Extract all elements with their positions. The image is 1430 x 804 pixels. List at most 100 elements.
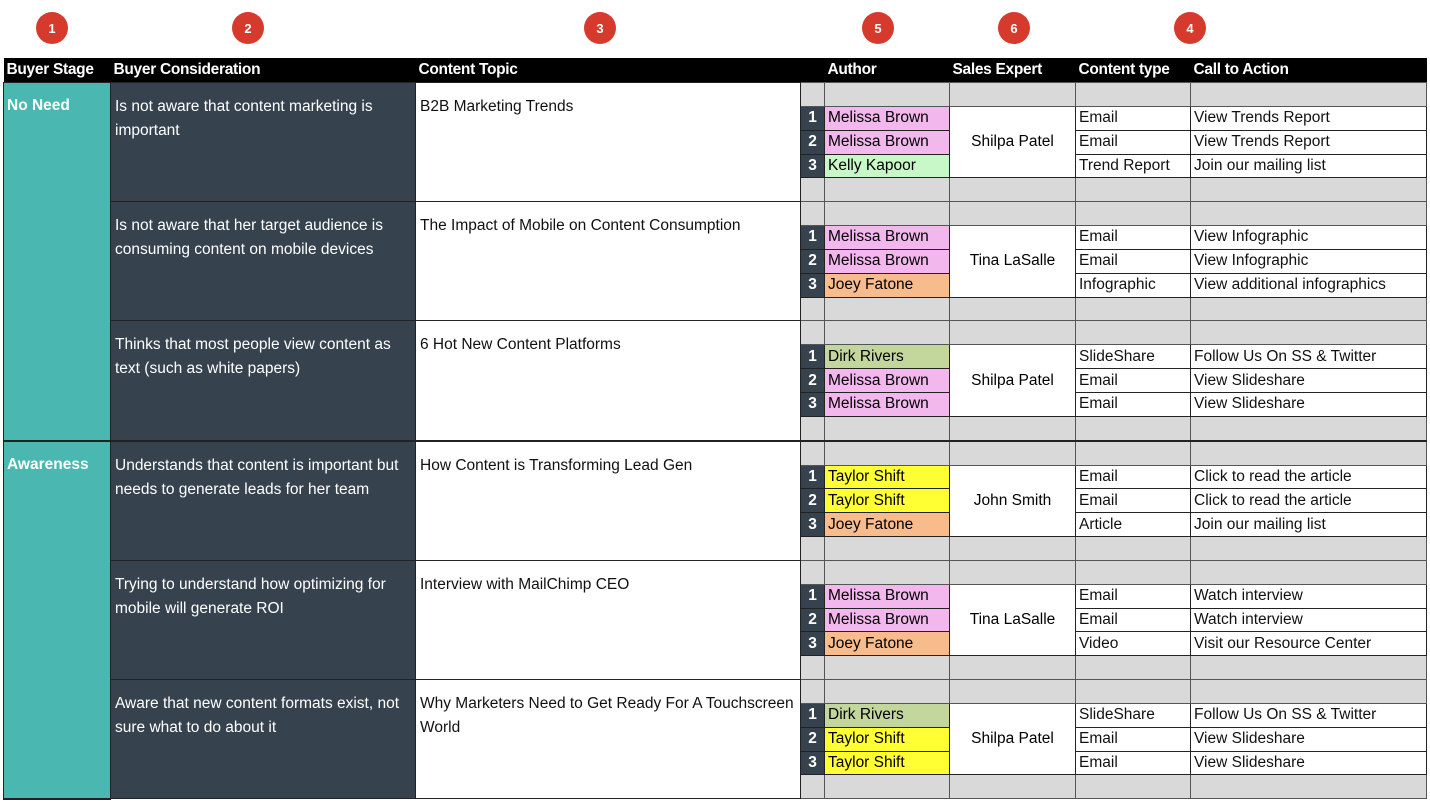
sales-expert-empty	[949, 82, 1076, 107]
header-call-to-action: Call to Action	[1190, 58, 1427, 83]
content-type: Email	[1075, 225, 1191, 250]
call-to-action-empty	[1190, 774, 1427, 800]
step-badge: 4	[1174, 12, 1206, 44]
sales-expert-empty	[949, 177, 1076, 203]
content-type-empty	[1075, 439, 1191, 466]
table-row	[4, 415, 1427, 442]
content-topic: The Impact of Mobile on Content Consumpt…	[415, 201, 801, 322]
step-number: 3	[800, 750, 825, 776]
table-row	[4, 296, 1427, 322]
author: Dirk Rivers	[824, 344, 950, 370]
table-row: 1 Melissa Brown Shilpa Patel Email View Tren…	[4, 105, 1427, 179]
content-type: Email	[1075, 248, 1191, 274]
header-buyer-stage: Buyer Stage	[3, 58, 111, 83]
number-empty	[800, 559, 825, 585]
number-empty	[800, 655, 825, 681]
author: Melissa Brown	[824, 248, 950, 274]
author: Taylor Shift	[824, 750, 950, 776]
author-empty	[824, 439, 950, 466]
author-empty	[824, 559, 950, 585]
author: Kelly Kapoor	[824, 153, 950, 179]
call-to-action: Join our mailing list	[1190, 153, 1427, 179]
author-empty	[824, 415, 950, 442]
table-row: 1 Melissa Brown Tina LaSalle Email Watch int…	[4, 583, 1427, 657]
step-number: 3	[800, 391, 825, 417]
content-type: SlideShare	[1075, 344, 1191, 370]
sales-expert: Tina LaSalle	[949, 225, 1076, 298]
table-row: Thinks that most people view content as …	[4, 320, 1427, 442]
author-empty	[824, 655, 950, 681]
table-row: 3 Taylor Shift Email View Slideshare	[4, 750, 1427, 776]
content-type-empty	[1075, 536, 1191, 561]
table-row	[4, 536, 1427, 561]
author: Dirk Rivers	[824, 702, 950, 728]
sales-expert: Shilpa Patel	[949, 702, 1076, 776]
call-to-action-empty	[1190, 82, 1427, 107]
number-empty	[800, 296, 825, 322]
table-row: 2 Melissa Brown Email Watch interview	[4, 607, 1427, 633]
author: Taylor Shift	[824, 464, 950, 490]
table-row: 1 Taylor Shift John Smith Email Click to rea…	[4, 464, 1427, 538]
number-empty	[800, 177, 825, 203]
author: Melissa Brown	[824, 129, 950, 155]
content-type-empty	[1075, 774, 1191, 800]
author: Melissa Brown	[824, 225, 950, 250]
content-type: Email	[1075, 726, 1191, 752]
call-to-action-empty	[1190, 536, 1427, 561]
sales-expert-empty	[949, 679, 1076, 704]
content-type-empty	[1075, 201, 1191, 227]
content-type-empty	[1075, 679, 1191, 704]
header-author: Author	[824, 58, 950, 83]
author: Melissa Brown	[824, 368, 950, 393]
content-topic: B2B Marketing Trends	[415, 81, 801, 203]
content-type: Email	[1075, 583, 1191, 609]
call-to-action: View Infographic	[1190, 248, 1427, 274]
sales-expert-empty	[949, 536, 1076, 561]
call-to-action: View Trends Report	[1190, 129, 1427, 155]
content-type: SlideShare	[1075, 702, 1191, 728]
call-to-action: Click to read the article	[1190, 464, 1427, 490]
step-number: 1	[800, 344, 825, 370]
author: Melissa Brown	[824, 607, 950, 633]
table-row: 3 Joey Fatone Infographic View additional i…	[4, 272, 1427, 298]
call-to-action: Join our mailing list	[1190, 512, 1427, 538]
table-row: Is not aware that her target audience is…	[4, 201, 1427, 322]
step-number: 1	[800, 702, 825, 728]
number-empty	[800, 201, 825, 227]
content-topic: How Content is Transforming Lead Gen	[415, 439, 801, 561]
call-to-action-empty	[1190, 439, 1427, 466]
table-row: 1 Dirk Rivers Shilpa Patel SlideShare Follow…	[4, 344, 1427, 417]
call-to-action: View additional infographics	[1190, 272, 1427, 298]
table-row: Aware that new content formats exist, no…	[4, 679, 1427, 800]
call-to-action-empty	[1190, 415, 1427, 442]
call-to-action: View Slideshare	[1190, 368, 1427, 393]
sales-expert-empty	[949, 655, 1076, 681]
call-to-action: View Slideshare	[1190, 726, 1427, 752]
author-empty	[824, 536, 950, 561]
content-type: Video	[1075, 631, 1191, 657]
sales-expert-empty	[949, 296, 1076, 322]
call-to-action: View Slideshare	[1190, 391, 1427, 417]
table-row: 2 Melissa Brown Email View Slideshare	[4, 368, 1427, 393]
author-empty	[824, 201, 950, 227]
step-number: 3	[800, 153, 825, 179]
step-badge: 6	[998, 12, 1030, 44]
header-buyer-consideration: Buyer Consideration	[110, 58, 416, 83]
content-type: Email	[1075, 488, 1191, 514]
number-empty	[800, 320, 825, 346]
table-row: 3 Joey Fatone Video Visit our Resource Cent…	[4, 631, 1427, 657]
table-row: Awareness Understands that content is imp…	[3, 439, 1427, 800]
buyer-consideration: Trying to understand how optimizing for …	[110, 559, 416, 681]
call-to-action-empty	[1190, 201, 1427, 227]
call-to-action: Follow Us On SS & Twitter	[1190, 344, 1427, 370]
call-to-action: View Infographic	[1190, 225, 1427, 250]
table-row: 3 Kelly Kapoor Trend Report Join our mailin…	[4, 153, 1427, 179]
number-empty	[800, 774, 825, 800]
header-content-type: Content type	[1075, 58, 1191, 83]
sales-expert-empty	[949, 201, 1076, 227]
sales-expert-empty	[949, 320, 1076, 346]
content-type-empty	[1075, 655, 1191, 681]
header-number	[800, 58, 825, 83]
content-type-empty	[1075, 559, 1191, 585]
step-badge: 5	[862, 12, 894, 44]
